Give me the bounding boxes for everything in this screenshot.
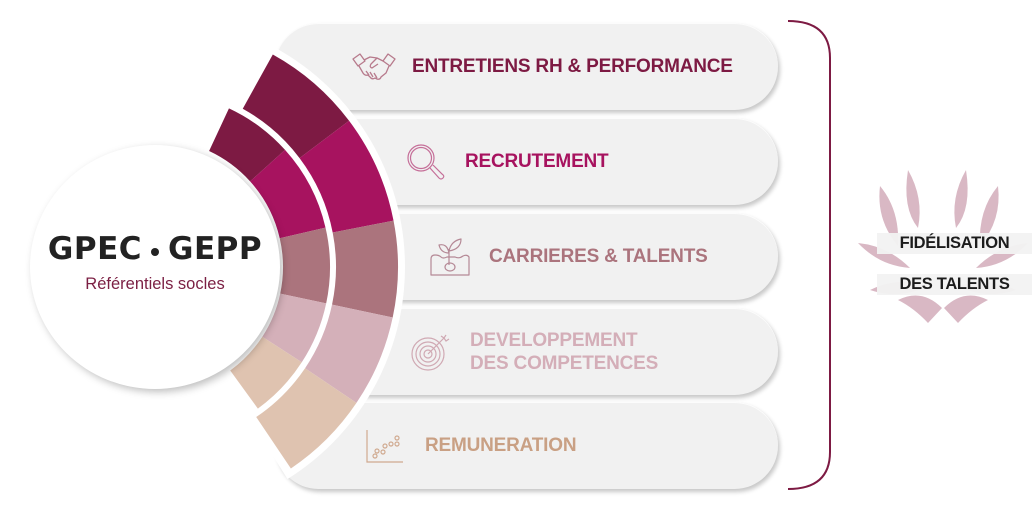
inner-ring-segment [230,336,302,409]
inner-ring-segment [262,293,327,363]
inner-ring-segment [250,149,326,239]
outer-ring-segment [299,120,394,233]
scatter-chart-icon [363,426,411,466]
pill-label-two-line: DEVELOPPEMENT DES COMPETENCES [470,329,658,375]
pill-label-line1: DEVELOPPEMENT [470,329,638,351]
pill-label-line2: DES COMPETENCES [470,352,659,374]
outer-ring-segment [305,304,393,403]
sprout-icon [427,237,475,277]
pill-remuneration[interactable]: REMUNERATION [275,402,778,489]
outer-ring-segment [256,368,357,469]
pill-label: RECRUTEMENT [465,151,609,172]
outer-ring-segment [332,220,398,318]
dot-separator [151,248,160,256]
center-title: GPEC GEPP [30,231,280,267]
handshake-icon [350,47,398,87]
outcome-line1: FIDÉLISATION [877,233,1032,254]
right-bracket [787,20,831,490]
inner-ring-segment [209,108,286,182]
outer-ring-segment [242,54,350,159]
target-icon [408,332,456,372]
magnifier-icon [403,142,451,182]
pill-label: REMUNERATION [425,435,577,456]
inner-ring-segment [279,227,331,304]
center-title-right: GEPP [168,231,263,267]
pill-label: ENTRETIENS RH & PERFORMANCE [412,56,733,77]
center-title-left: GPEC [47,231,143,267]
center-circle: GPEC GEPP Référentiels socles [30,145,280,389]
pill-entretiens[interactable]: ENTRETIENS RH & PERFORMANCE [275,23,778,110]
outcome-line2: DES TALENTS [877,274,1032,295]
center-subtitle: Référentiels socles [85,275,225,293]
pill-label: CARRIERES & TALENTS [489,246,708,267]
